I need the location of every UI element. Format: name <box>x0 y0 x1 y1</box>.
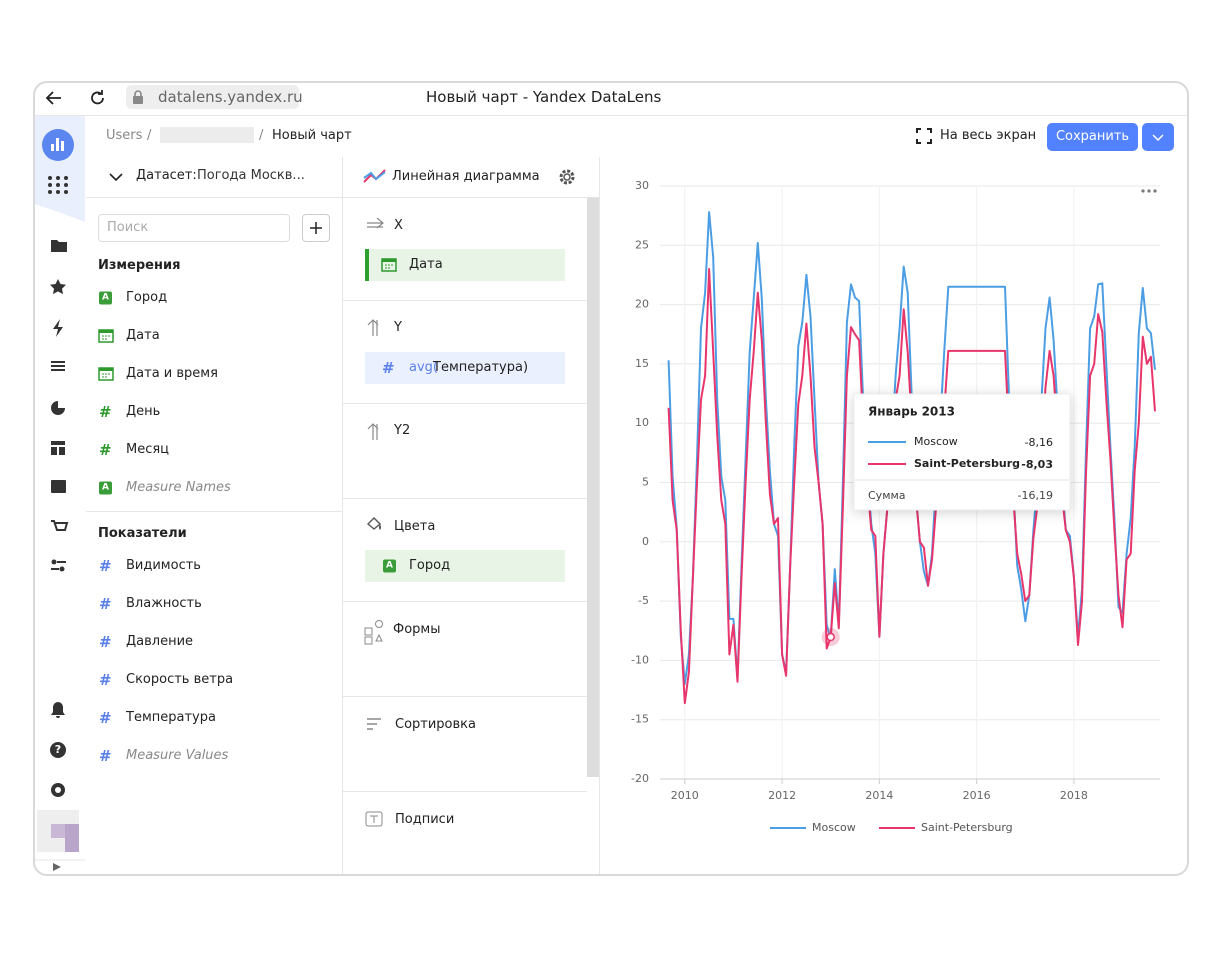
nav-rail: ? <box>35 116 85 871</box>
placed-field[interactable] <box>365 550 565 582</box>
divider <box>343 403 587 404</box>
field-name[interactable]: Measure Values <box>126 748 229 763</box>
field-name[interactable]: Measure Names <box>126 480 231 495</box>
field-name[interactable]: Видимость <box>126 558 201 573</box>
date-icon <box>98 367 114 381</box>
fullscreen-icon <box>916 128 932 144</box>
placed-field[interactable] <box>365 249 565 281</box>
field-name[interactable]: Температура <box>126 710 216 725</box>
add-field-button[interactable] <box>302 214 330 242</box>
field-name[interactable]: Город <box>126 290 168 305</box>
breadcrumb-separator: / <box>259 128 264 143</box>
search-placeholder: Поиск <box>107 220 149 235</box>
divider <box>343 300 587 301</box>
url: datalens.yandex.ru <box>158 88 303 106</box>
divider <box>343 791 587 792</box>
reload-button[interactable] <box>88 88 108 108</box>
string-icon: A <box>383 559 396 573</box>
settings-icon[interactable] <box>557 167 577 187</box>
section-title: Сортировка <box>395 717 476 732</box>
svg-text:?: ? <box>55 743 61 756</box>
field-name[interactable]: Давление <box>126 634 194 649</box>
number-icon: # <box>99 633 112 651</box>
address-bar[interactable] <box>126 85 299 109</box>
section-title: Показатели <box>98 526 187 541</box>
field-name[interactable]: Дата и время <box>126 366 218 381</box>
section-title: Цвета <box>394 519 436 534</box>
field-name: Город <box>409 558 451 573</box>
collapse-icon[interactable] <box>108 170 124 184</box>
breadcrumb[interactable]: Users <box>106 128 143 143</box>
line-chart-icon <box>363 169 386 183</box>
lock-icon <box>133 90 143 104</box>
date-icon <box>381 258 397 272</box>
number-icon: # <box>382 359 395 377</box>
scrollbar[interactable] <box>587 198 599 777</box>
divider <box>343 197 599 198</box>
field-name: Дата <box>409 257 443 272</box>
section-title: Подписи <box>395 812 455 827</box>
aggregation: avg( <box>409 360 438 375</box>
section-title: Формы <box>393 622 441 637</box>
field-name: Температура) <box>433 360 529 375</box>
placed-field[interactable] <box>365 352 565 384</box>
tab-title: Новый чарт - Yandex DataLens <box>426 88 662 106</box>
search-input[interactable] <box>98 214 290 242</box>
number-icon: # <box>99 557 112 575</box>
number-icon: # <box>99 747 112 765</box>
number-icon: # <box>99 403 112 421</box>
save-menu-button[interactable] <box>1142 123 1174 151</box>
number-icon: # <box>99 671 112 689</box>
save-button[interactable]: Сохранить <box>1047 123 1138 151</box>
number-icon: # <box>99 709 112 727</box>
dataset-name[interactable]: Погода Москв... <box>197 168 305 183</box>
divider <box>86 197 342 198</box>
field-name[interactable]: Скорость ветра <box>126 672 234 687</box>
section-icons <box>364 217 384 827</box>
string-icon: A <box>99 481 112 495</box>
divider <box>343 696 587 697</box>
number-icon: # <box>99 595 112 613</box>
dataset-label: Датасет: <box>136 168 197 183</box>
breadcrumb: Новый чарт <box>272 128 352 143</box>
string-icon: A <box>99 291 112 305</box>
back-button[interactable] <box>44 88 64 108</box>
section-title: X <box>394 218 403 233</box>
panel-divider <box>342 157 343 874</box>
breadcrumb-separator: / <box>147 128 152 143</box>
panel-divider <box>599 157 600 874</box>
fullscreen-button[interactable]: На весь экран <box>940 128 1037 143</box>
divider <box>35 115 1187 116</box>
field-name[interactable]: Месяц <box>126 442 170 457</box>
field-name[interactable]: Дата <box>126 328 160 343</box>
browser-window <box>33 81 1189 876</box>
section-title: Y2 <box>394 423 411 438</box>
date-icon <box>98 329 114 343</box>
number-icon: # <box>99 441 112 459</box>
blurred-breadcrumb <box>160 127 254 143</box>
section-title: Y <box>394 320 402 335</box>
section-title: Измерения <box>98 258 181 273</box>
chart-type[interactable]: Линейная диаграмма <box>392 169 540 184</box>
divider <box>343 498 587 499</box>
divider <box>343 601 587 602</box>
field-name[interactable]: Влажность <box>126 596 202 611</box>
divider <box>86 511 342 512</box>
field-name[interactable]: День <box>126 404 161 419</box>
